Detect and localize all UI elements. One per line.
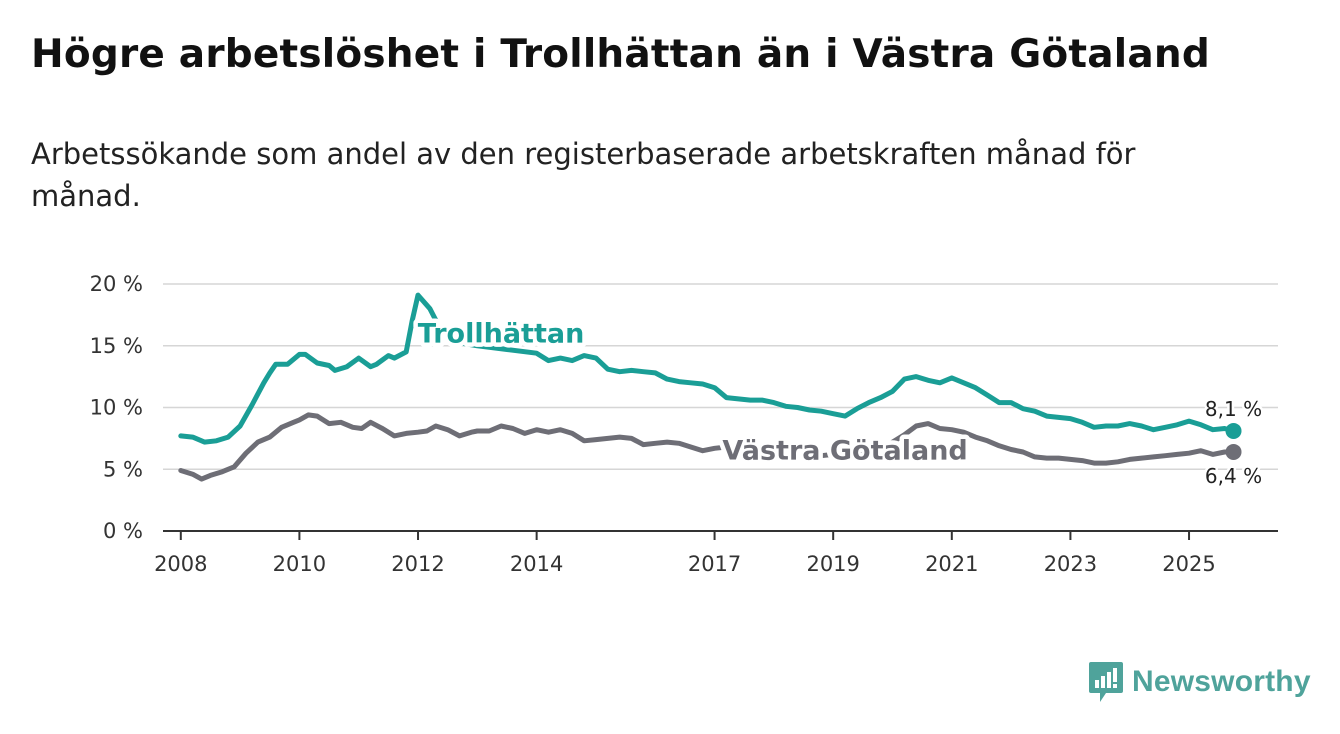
series-label-v-stra-g-taland: Västra Götaland — [722, 436, 967, 467]
chart-title: Högre arbetslöshet i Trollhättan än i Vä… — [31, 32, 1210, 77]
y-tick-label: 20 % — [90, 272, 143, 296]
chart-subtitle: Arbetssökande som andel av den registerb… — [31, 137, 1136, 213]
x-tick-label: 2012 — [391, 552, 444, 576]
x-tick-label: 2023 — [1044, 552, 1097, 576]
x-tick-label: 2019 — [806, 552, 859, 576]
y-tick-label: 15 % — [90, 334, 143, 358]
grid-lines — [163, 283, 1278, 471]
y-tick-label: 5 % — [103, 457, 143, 481]
y-tick-label: 10 % — [90, 396, 143, 420]
x-tick-label: 2025 — [1162, 552, 1215, 576]
x-tick-label: 2008 — [154, 552, 207, 576]
newsworthy-logo-text: Newsworthy — [1132, 665, 1311, 698]
axes: 0 % 5 % 10 % 15 % 20 % 2008 2010 2012 2014 2017 20… — [90, 272, 1278, 576]
series-labels: Trollhättan Västra Götaland 8,1 % 6,4 % — [413, 314, 1264, 491]
x-tick-label: 2021 — [925, 552, 978, 576]
x-tick-label: 2014 — [510, 552, 563, 576]
newsworthy-logo: Newsworthy — [1088, 660, 1311, 704]
y-tick-label: 0 % — [103, 519, 143, 543]
series-lines — [178, 292, 1242, 482]
series-end-marker-v-stra-g-taland — [1225, 443, 1242, 460]
end-value-label-v-stra-g-taland: 6,4 % — [1205, 464, 1262, 488]
newsworthy-logo-icon — [1089, 662, 1123, 702]
x-tick-label: 2017 — [688, 552, 741, 576]
series-label-trollh-ttan: Trollhättan — [418, 318, 585, 349]
series-line-v-stra-g-taland — [178, 412, 1236, 482]
x-tick-label: 2010 — [273, 552, 326, 576]
series-line-trollh-ttan — [178, 292, 1236, 445]
end-value-label-trollh-ttan: 8,1 % — [1205, 397, 1262, 421]
series-end-marker-trollh-ttan — [1225, 422, 1242, 439]
